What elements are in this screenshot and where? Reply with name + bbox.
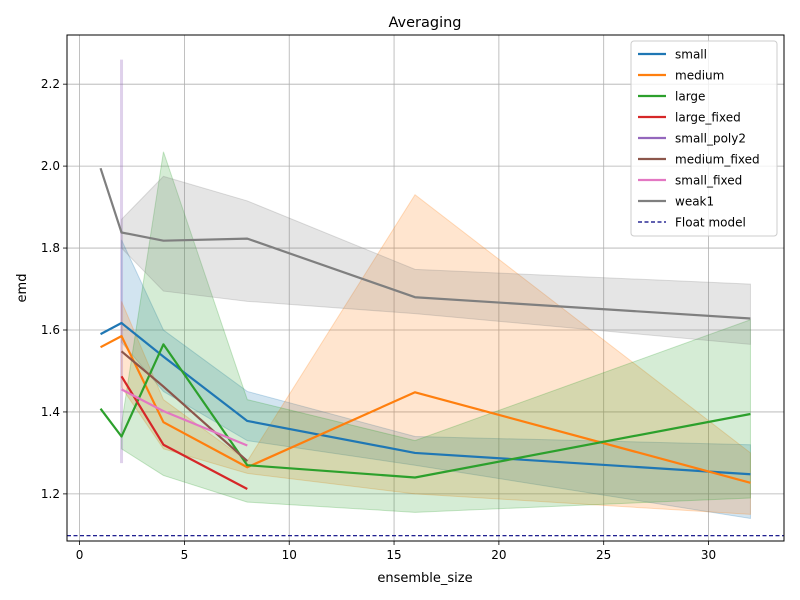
band-large [121,151,751,513]
band-weak1 [121,175,751,345]
confidence-bands [120,59,751,520]
legend: small medium large large_fixed small_poly2me… [630,40,778,237]
x-tick-label: 25 [596,548,611,562]
x-axis-label: ensemble_size [377,571,472,586]
legend-label-large: large [675,90,705,104]
series-lines [67,167,784,537]
legend-label-large_fixed: large_fixed [675,111,741,125]
legend-label-small_poly2: small_poly2 [675,132,746,146]
x-tick-label: 0 [76,548,84,562]
y-tick-label: 2.2 [41,77,60,91]
legend-label-medium: medium [675,69,724,83]
legend-label-small: small [675,48,707,62]
axis-ticks: 0 5 10 15 20 25 30 1.2 1.4 1.6 1.8 2.0 2.2 [41,77,716,562]
plot-frame [66,34,785,542]
band-medium [121,194,751,515]
legend-label-medium_fixed: medium_fixed [675,153,760,167]
y-tick-label: 1.4 [41,405,60,419]
legend-label-small_fixed: small_fixed [675,174,742,188]
y-tick-label: 1.2 [41,487,60,501]
line-weak1 [99,167,751,320]
line-large_fixed [120,375,248,490]
line-small_fixed [121,388,248,447]
y-tick-label: 2.0 [41,159,60,173]
legend-label-Float model: Float model [675,216,746,230]
x-tick-label: 30 [701,548,716,562]
line-medium [100,335,751,484]
chart-title: Averaging [388,15,461,31]
y-tick-label: 1.8 [41,241,60,255]
y-axis-label: emd [15,274,30,303]
legend-label-weak1: weak1 [675,195,714,209]
line-small [100,321,751,476]
y-tick-label: 1.6 [41,323,60,337]
line-large [99,343,751,479]
line-medium_fixed [120,350,249,462]
x-tick-label: 10 [282,548,297,562]
legend-box [630,40,778,237]
x-tick-label: 15 [386,548,401,562]
x-tick-label: 5 [181,548,189,562]
x-tick-label: 20 [491,548,506,562]
